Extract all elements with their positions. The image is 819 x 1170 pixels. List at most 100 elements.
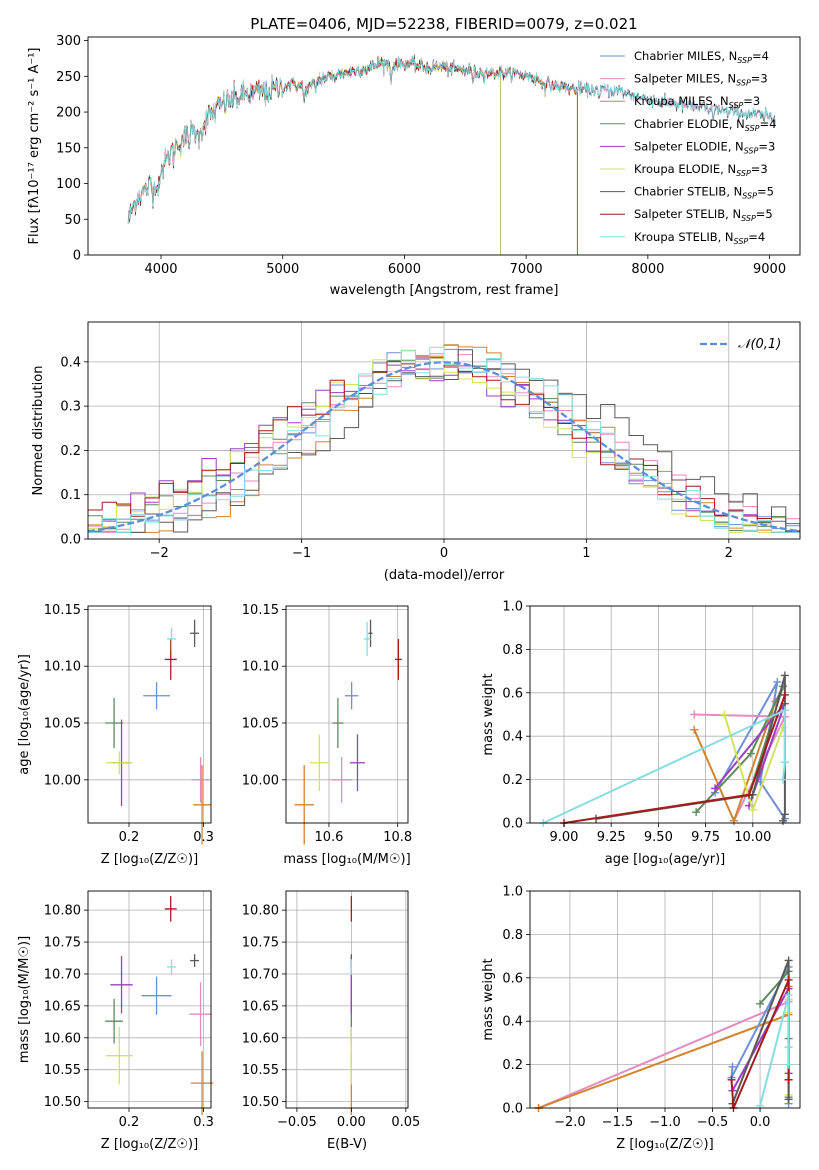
y-tick-label: 10.65 — [242, 999, 279, 1014]
y-tick-label: 10.10 — [44, 660, 81, 675]
y-tick-label: 0.8 — [502, 643, 523, 658]
x-tick-label: −1.5 — [602, 1115, 634, 1130]
mass-weight-marker — [784, 1075, 793, 1084]
gaussian-reference-curve — [87, 361, 801, 533]
y-axis-label: mass [log₁₀(M/M☉)] — [17, 936, 32, 1063]
mass-weight-marker — [748, 805, 757, 814]
spectrum-line — [127, 56, 578, 255]
y-tick-label: 0.2 — [502, 773, 523, 788]
x-axis-label: E(B-V) — [327, 1137, 367, 1152]
axes-frame — [87, 890, 212, 1109]
x-axis-label: (data-model)/error — [384, 568, 505, 583]
x-tick-label: 0.3 — [193, 830, 214, 845]
y-tick-label: 0 — [73, 249, 81, 264]
mass-weight-marker — [728, 1062, 737, 1071]
x-tick-label: 9.25 — [597, 830, 626, 845]
mass-weight-marker — [690, 725, 699, 734]
axes-massweight-vs-Z: −2.0 −1.5 −1.0 −0.5 0.0 0.0 0.2 0.4 0.6 0.8 1.0 Z [… — [481, 885, 801, 1152]
mass-weight-marker — [711, 784, 720, 793]
spectrum-line — [127, 56, 501, 255]
mass-weight-marker — [720, 710, 729, 719]
axes-massweight-vs-age: 9.00 9.25 9.50 9.75 10.00 0.0 0.2 0.4 0.6 0.8 1.0 a… — [481, 600, 801, 867]
y-axis-label: mass weight — [481, 673, 496, 755]
mass-weight-marker — [780, 810, 789, 819]
x-tick-label: 2 — [725, 546, 733, 561]
x-tick-label: 10.6 — [314, 830, 343, 845]
x-tick-label: 5000 — [266, 262, 299, 277]
y-tick-label: 10.00 — [242, 773, 279, 788]
x-tick-label: −1.0 — [649, 1115, 681, 1130]
y-tick-label: 10.80 — [242, 904, 279, 919]
legend-label: Kroupa MILES, NSSP=3 — [634, 94, 760, 110]
y-tick-label: 10.60 — [242, 1031, 279, 1046]
mass-weight-line — [538, 986, 790, 1109]
y-tick-label: 1.0 — [502, 885, 523, 900]
spectrum-line — [127, 54, 578, 255]
axes-frame — [285, 890, 409, 1109]
mass-weight-marker — [690, 710, 699, 719]
plot-area-age-vs-Z — [105, 619, 211, 845]
axes-frame — [87, 605, 212, 824]
x-tick-label: −0.5 — [697, 1115, 729, 1130]
y-axis-label: Normed distribution — [31, 366, 46, 496]
plot-area-spectrum — [127, 54, 776, 255]
x-tick-label: 0.3 — [193, 1115, 214, 1130]
legend-label: Salpeter STELIB, NSSP=5 — [634, 207, 773, 223]
mass-weight-marker — [784, 1043, 793, 1052]
y-tick-label: 50 — [64, 213, 81, 228]
y-tick-label: 10.05 — [44, 717, 81, 732]
mass-weight-marker — [745, 790, 754, 799]
mass-weight-marker — [780, 671, 789, 680]
x-tick-label: 0.00 — [337, 1115, 366, 1130]
axes-frame — [87, 36, 801, 256]
y-tick-label: 10.05 — [242, 717, 279, 732]
mass-weight-line — [542, 708, 786, 824]
mass-weight-marker — [784, 991, 793, 1000]
x-axis-label: wavelength [Angstrom, rest frame] — [330, 283, 559, 298]
x-tick-label: −2 — [150, 546, 169, 561]
y-tick-label: 10.80 — [44, 904, 81, 919]
plot-area-massweight-vs-Z — [534, 956, 793, 1112]
mass-weight-line — [759, 994, 790, 1107]
y-tick-label: 0.1 — [60, 488, 81, 503]
x-tick-label: 9.75 — [691, 830, 720, 845]
y-tick-label: 0.6 — [502, 686, 523, 701]
axes-age-vs-mass: 10.6 10.8 10.00 10.05 10.10 10.15 mass [log₁₀(… — [242, 603, 412, 867]
y-axis-label: Flux [fλ10⁻¹⁷ erg cm⁻² s⁻¹ A⁻¹] — [27, 48, 42, 245]
x-tick-label: 0 — [440, 546, 448, 561]
x-tick-label: −2.0 — [554, 1115, 586, 1130]
x-tick-label: 9.50 — [644, 830, 673, 845]
x-tick-label: 0.0 — [750, 1115, 771, 1130]
axes-spectrum: 4000 5000 6000 7000 8000 9000 0 50 100 150 200 250 3… — [27, 34, 801, 298]
figure-title: PLATE=0406, MJD=52238, FIBERID=0079, z=0… — [250, 15, 637, 33]
y-tick-label: 10.75 — [44, 936, 81, 951]
legend-label: Chabrier MILES, NSSP=4 — [634, 49, 769, 65]
y-tick-label: 10.75 — [242, 936, 279, 951]
mass-weight-marker — [784, 1060, 793, 1069]
mass-weight-marker — [779, 816, 788, 825]
x-tick-label: 10.00 — [734, 830, 771, 845]
mass-weight-marker — [746, 749, 755, 758]
mass-weight-marker — [729, 816, 738, 825]
y-tick-label: 0.0 — [502, 817, 523, 832]
y-tick-label: 0.6 — [502, 971, 523, 986]
axes-mass-vs-Z: 0.2 0.3 10.50 10.55 10.60 10.65 10.70 10.75 10.8… — [17, 890, 214, 1152]
y-tick-label: 10.70 — [242, 967, 279, 982]
spectrum-line — [127, 57, 501, 255]
legend-label: Salpeter MILES, NSSP=3 — [634, 72, 768, 88]
x-tick-label: 0.2 — [119, 1115, 140, 1130]
x-tick-label: 0.05 — [391, 1115, 420, 1130]
y-axis-label: mass weight — [481, 958, 496, 1040]
mass-weight-line — [695, 685, 784, 813]
axes-residuals: −2 −1 0 1 2 0.0 0.1 0.2 0.3 0.4 (data-model)/error… — [31, 321, 801, 583]
x-axis-label: Z [log₁₀(Z/Z☉)] — [101, 852, 198, 867]
y-tick-label: 0.0 — [60, 533, 81, 548]
y-tick-label: 0.4 — [502, 730, 523, 745]
plot-area-residuals — [87, 344, 801, 533]
x-tick-label: 7000 — [510, 262, 543, 277]
y-tick-label: 0.2 — [60, 444, 81, 459]
mass-weight-marker — [780, 706, 789, 715]
y-tick-label: 100 — [56, 177, 81, 192]
y-tick-label: 10.50 — [242, 1095, 279, 1110]
legend-label: Kroupa STELIB, NSSP=4 — [634, 230, 765, 246]
